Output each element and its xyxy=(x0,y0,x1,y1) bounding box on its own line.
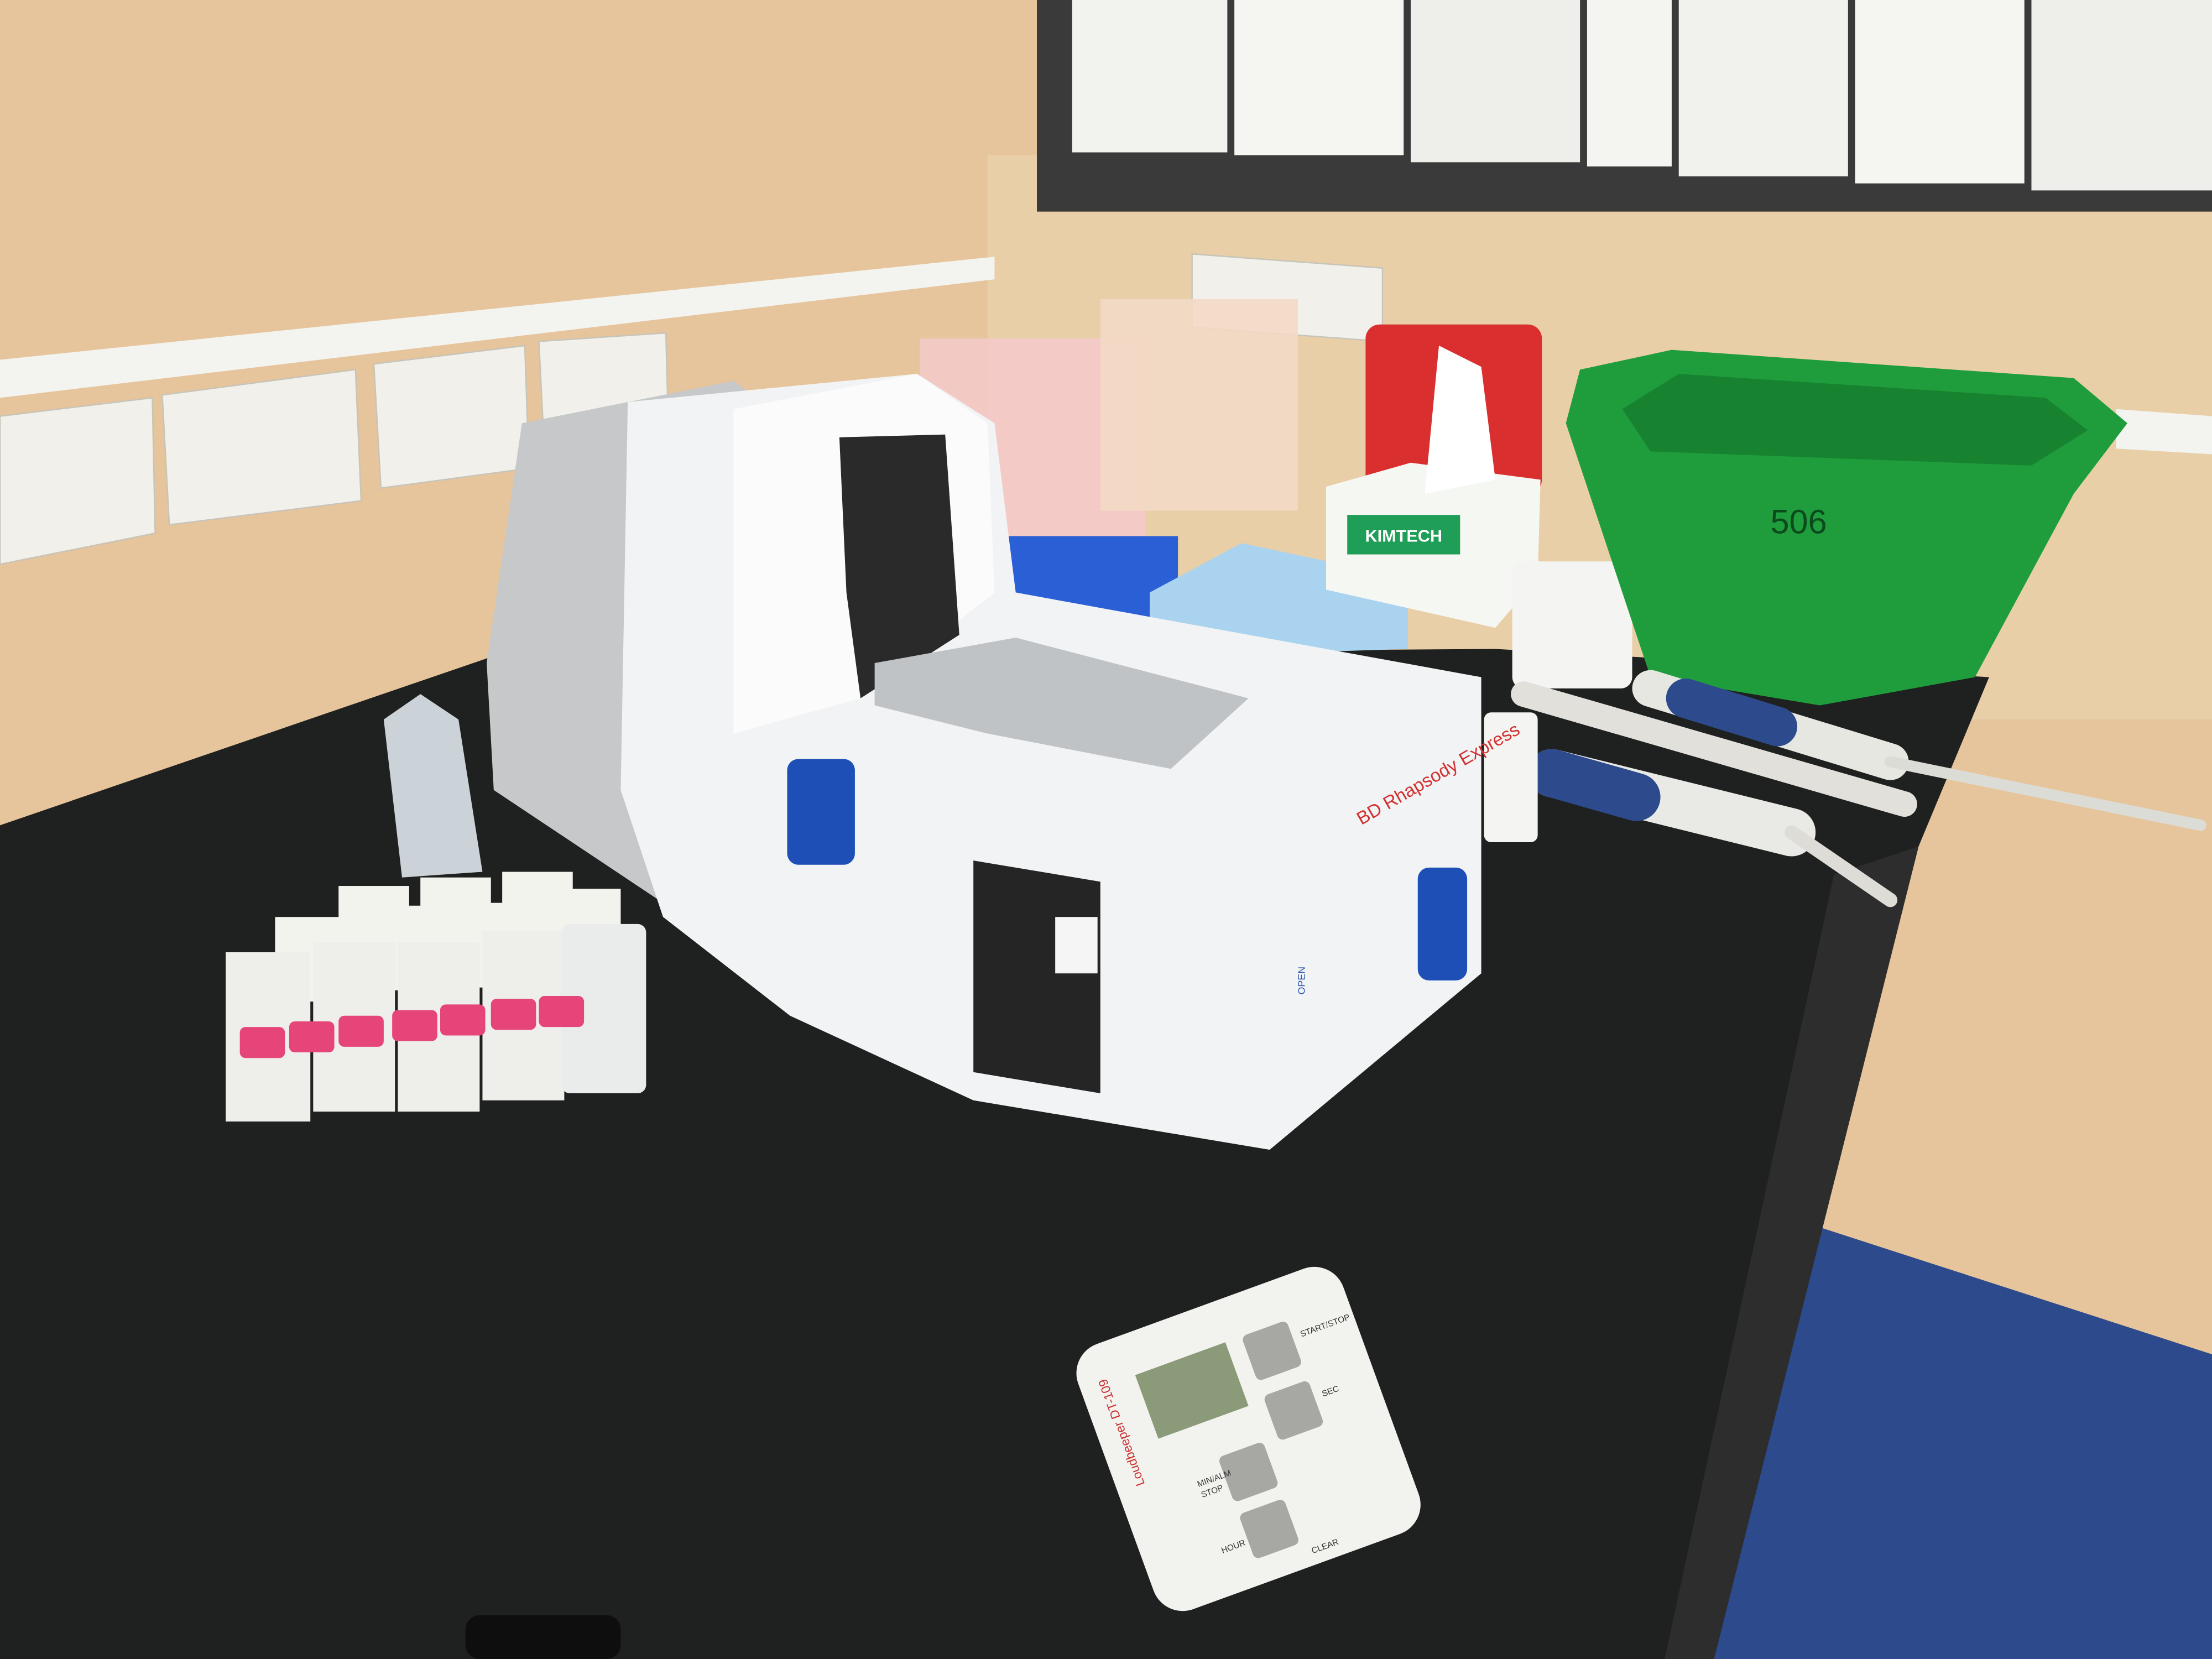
instrument-handle xyxy=(787,759,855,865)
timer-part xyxy=(1219,1443,1278,1501)
foreground-object xyxy=(465,1615,621,1659)
instrument-slot xyxy=(839,434,959,698)
tub-label: 506 xyxy=(1771,503,1827,540)
reagent-bottle xyxy=(1512,561,1632,688)
pink-vials-part xyxy=(338,1015,384,1047)
counter-edge xyxy=(1665,846,1919,1659)
sockets-part xyxy=(0,397,156,565)
blinds-part xyxy=(1587,0,1672,167)
timer: Loudbeeper DT-109 HOUR MIN/ALM STOP SEC … xyxy=(1076,1266,1421,1611)
tissue-box-band xyxy=(1347,515,1460,555)
blinds-part xyxy=(1234,0,1404,155)
wall-rail-right xyxy=(2116,409,2212,455)
pipettes-part xyxy=(1785,825,1898,907)
tissue xyxy=(1425,346,1496,494)
blinds-part xyxy=(2031,0,2212,191)
vials-part xyxy=(561,924,646,1094)
wall-rail xyxy=(0,257,995,398)
sockets-part xyxy=(161,368,362,526)
pink-vials-part xyxy=(440,1004,486,1036)
sockets-part xyxy=(373,345,530,489)
conical-tube xyxy=(383,694,483,878)
pink-vials-part xyxy=(539,996,585,1027)
sockets xyxy=(0,253,1384,565)
counter xyxy=(0,649,1989,1659)
blinds-part xyxy=(1072,0,1228,153)
instrument-open-label: OPEN xyxy=(1296,967,1307,995)
pink-vials-part xyxy=(491,999,536,1030)
pipettes-part xyxy=(1511,681,1917,817)
pipettes-part xyxy=(1885,756,2206,831)
blinds xyxy=(1072,0,2212,191)
tip-box xyxy=(1100,299,1298,511)
timer-part xyxy=(1264,1381,1323,1440)
timer-part xyxy=(1076,1266,1421,1611)
small-bottle xyxy=(1484,712,1538,842)
timer-part xyxy=(1240,1500,1298,1558)
green-tub-inner xyxy=(1622,374,2088,466)
instrument-handle xyxy=(1417,867,1468,980)
instrument-drawer xyxy=(973,860,1100,1094)
pipettes-part xyxy=(1527,749,1661,821)
floor xyxy=(1714,1227,2212,1659)
pink-vials-part xyxy=(239,1027,285,1058)
blinds-part xyxy=(1678,0,1848,176)
blinds-part xyxy=(1855,0,2025,184)
timer-part xyxy=(1243,1321,1301,1380)
timer-part xyxy=(1135,1342,1249,1439)
blinds-part xyxy=(1411,0,1580,163)
tissue-box-label: KIMTECH xyxy=(1365,527,1442,546)
pipettes-part xyxy=(1666,679,1797,747)
drawer-insert xyxy=(1055,917,1098,974)
pipettes xyxy=(1511,670,2206,907)
pink-vials-part xyxy=(392,1010,437,1041)
cartridge xyxy=(874,638,1249,769)
pink-vials xyxy=(239,996,585,1058)
pink-vials-part xyxy=(289,1021,335,1053)
